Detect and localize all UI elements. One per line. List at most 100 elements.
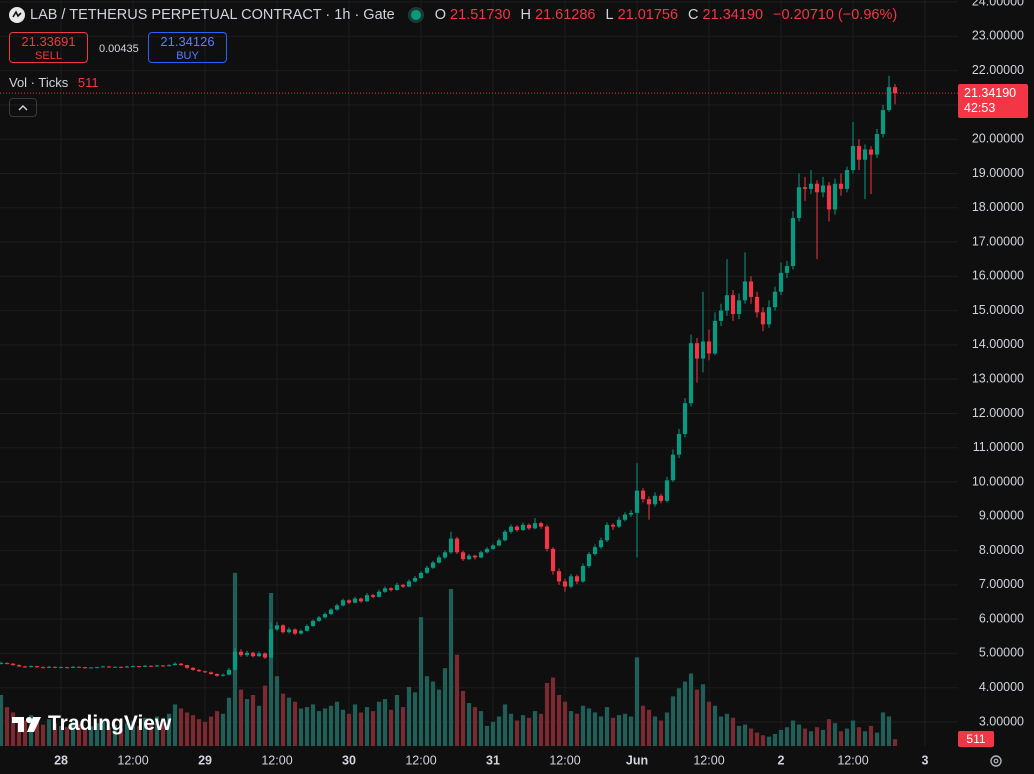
- candle-body: [0, 663, 4, 665]
- symbol-title: LAB / TETHERUS PERPETUAL CONTRACT · 1h ·…: [30, 7, 395, 23]
- candle-body: [430, 562, 436, 568]
- volume-bar: [394, 694, 400, 746]
- volume-bar: [304, 707, 310, 746]
- candle-body: [328, 609, 334, 615]
- candle-body: [514, 526, 520, 531]
- candle-body: [616, 519, 622, 527]
- candle-body: [196, 669, 202, 672]
- collapse-button[interactable]: [9, 98, 37, 117]
- candle-body: [250, 652, 256, 657]
- volume-bar: [388, 709, 394, 746]
- y-tick-label: 3.00000: [979, 714, 1024, 728]
- logo-icon: [12, 717, 41, 732]
- volume-bar: [466, 703, 472, 746]
- candle-body: [118, 666, 124, 668]
- volume-bar: [544, 682, 550, 746]
- buy-button[interactable]: 21.34126 BUY: [148, 32, 227, 63]
- y-tick-label: 7.00000: [979, 577, 1024, 591]
- candle-body: [604, 524, 610, 541]
- x-tick-label: 12:00: [405, 753, 436, 767]
- volume-bar: [172, 704, 178, 746]
- ohlc-value: 21.51730: [450, 7, 511, 23]
- volume-bar: [322, 708, 328, 746]
- volume-pane: [0, 572, 898, 746]
- ohlc-key: L: [605, 7, 614, 23]
- y-tick-label: 6.00000: [979, 611, 1024, 625]
- volume-bar: [796, 724, 802, 746]
- candle-body: [466, 555, 472, 560]
- volume-bar: [310, 704, 316, 746]
- volume-bar: [136, 725, 142, 746]
- volume-bar: [556, 694, 562, 746]
- x-tick-label: 29: [198, 753, 212, 767]
- x-tick-label: 2: [778, 753, 785, 767]
- x-tick-label: 12:00: [261, 753, 292, 767]
- buy-label: BUY: [176, 50, 199, 62]
- volume-bar: [148, 724, 154, 746]
- volume-label: Vol · Ticks: [9, 75, 69, 90]
- candle-body: [100, 666, 106, 668]
- candle-body: [742, 281, 748, 301]
- x-tick-label: Jun: [626, 753, 648, 767]
- candle-body: [28, 666, 34, 668]
- candle-body: [154, 665, 160, 667]
- candle-body: [298, 630, 304, 634]
- volume-bar: [370, 711, 376, 746]
- volume-bar: [628, 716, 634, 746]
- candle-body: [664, 480, 670, 501]
- candle-body: [388, 588, 394, 591]
- candle-body: [826, 185, 832, 210]
- volume-value: 511: [77, 75, 99, 90]
- volume-bar: [718, 716, 724, 746]
- volume-bar: [106, 727, 112, 746]
- candle-body: [184, 665, 190, 668]
- volume-bar: [94, 723, 100, 746]
- change: −0.20710 (−0.96%): [773, 7, 898, 23]
- candle-body: [586, 554, 592, 567]
- y-tick-label: 5.00000: [979, 646, 1024, 660]
- sell-button[interactable]: 21.33691 SELL: [9, 32, 88, 63]
- candle-body: [484, 548, 490, 553]
- candle-body: [856, 146, 862, 160]
- candle-body: [286, 629, 292, 633]
- candle-body: [40, 667, 46, 669]
- candle-body: [166, 665, 172, 667]
- candle-body: [58, 667, 64, 669]
- candle-body: [268, 629, 274, 658]
- volume-bar: [514, 720, 520, 746]
- volume-bar: [844, 728, 850, 746]
- candle-body: [598, 540, 604, 548]
- volume-bar: [778, 729, 784, 746]
- candle-body: [34, 666, 40, 668]
- candle-body: [46, 666, 52, 668]
- volume-bar: [706, 701, 712, 746]
- candle-body: [88, 667, 94, 669]
- candle-body: [574, 576, 580, 582]
- candle-body: [772, 291, 778, 308]
- settings-icon[interactable]: [990, 755, 1002, 767]
- volume-bar: [454, 654, 460, 746]
- volume-bar: [592, 712, 598, 746]
- volume-bar: [460, 690, 466, 746]
- candle-body: [502, 531, 508, 541]
- candle-body: [232, 651, 238, 670]
- candle-body: [580, 566, 586, 582]
- volume-bar: [364, 707, 370, 746]
- volume-bar: [604, 707, 610, 746]
- candle-body: [778, 272, 784, 292]
- volume-bar: [580, 705, 586, 746]
- candle-body: [106, 666, 112, 668]
- candle-body: [70, 666, 76, 668]
- candle-body: [658, 495, 664, 501]
- volume-bar: [652, 716, 658, 746]
- volume-bar: [502, 704, 508, 746]
- volume-bar: [676, 688, 682, 746]
- y-tick-label: 11.00000: [973, 440, 1024, 454]
- volume-bar: [634, 657, 640, 746]
- volume-bar: [664, 712, 670, 746]
- volume-bar: [334, 701, 340, 746]
- volume-bar: [682, 681, 688, 746]
- candle-body: [808, 183, 814, 189]
- volume-bar: [10, 712, 16, 746]
- x-tick-label: 12:00: [117, 753, 148, 767]
